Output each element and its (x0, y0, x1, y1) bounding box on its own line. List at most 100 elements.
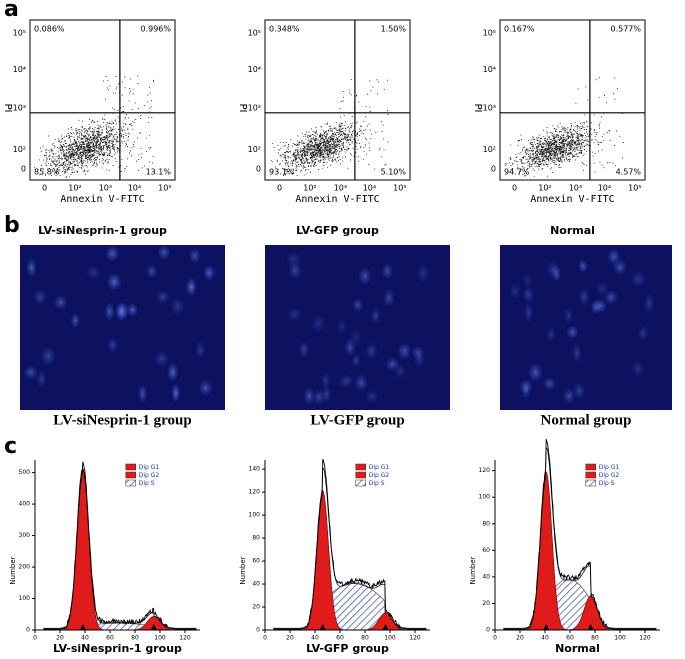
nucleus (358, 267, 372, 285)
nucleus (365, 390, 378, 404)
y-tick-label: 0 (256, 627, 260, 634)
flow-plot: 0.167% 0.577% 94.7% 4.57% 0 10² 10³ 10⁴ 10⁵ 0 10² 1… (472, 19, 646, 237)
quadrant-percent: 13.1% (146, 168, 172, 177)
x-tick-label: 40 (541, 635, 549, 642)
y-tick-label: 10³ (13, 104, 26, 113)
y-tick-label: 10⁵ (483, 28, 496, 37)
nucleus (383, 289, 395, 307)
legend-swatch (125, 463, 136, 471)
nucleus (339, 374, 353, 388)
legend-swatch (125, 471, 136, 479)
x-tick-label: 10² (303, 184, 316, 193)
peak-marker (79, 624, 86, 630)
phase-g1 (35, 467, 200, 631)
cell-events (504, 77, 624, 177)
nucleus (171, 298, 184, 316)
nucleus (344, 338, 356, 357)
y-tick-label: 10⁴ (248, 65, 261, 74)
phase-s (495, 578, 660, 631)
nucleus (157, 244, 170, 260)
panel-label: b (4, 213, 20, 238)
flow-plot: 0.348% 1.50% 93.1% 5.10% 0 10² 10³ 10⁴ 10⁵ 0 10² 10… (237, 19, 411, 237)
y-tick-label: 10³ (483, 104, 496, 113)
nucleus (288, 262, 302, 279)
nucleus (53, 295, 68, 310)
quadrant-percent: 0.086% (34, 25, 65, 34)
nucleus (528, 363, 543, 382)
nucleus (596, 281, 609, 297)
nucleus (593, 299, 607, 313)
nucleus (86, 265, 101, 280)
nucleus (573, 382, 586, 399)
legend-label: Dip G1 (139, 464, 160, 471)
y-tick-label: 100 (19, 595, 31, 602)
nucleus (366, 342, 378, 360)
nucleus (644, 294, 654, 313)
y-tick-label: 60 (252, 558, 260, 565)
peak-marker (319, 624, 326, 630)
axis-label: Annexin V-FITC (530, 194, 614, 205)
nucleus (417, 264, 430, 282)
x-tick-label: 120 (639, 635, 651, 642)
legend-label: Dip G2 (369, 472, 390, 479)
nucleus (631, 272, 645, 287)
plot-title: LV-GFP group (306, 642, 389, 655)
nucleus (563, 388, 575, 404)
nucleus (321, 372, 330, 389)
quadrant-percent: 0.577% (610, 25, 641, 34)
x-tick-label: 40 (311, 635, 319, 642)
plot-title: LV-siNesprin-1 group (38, 224, 167, 237)
quadrant-percent: 85.8% (34, 168, 60, 177)
nucleus (613, 259, 627, 275)
nucleus (572, 344, 582, 362)
legend-swatch (585, 479, 596, 487)
image-caption: LV-GFP group (310, 412, 404, 428)
nucleus (26, 259, 37, 277)
y-tick-label: 0 (256, 164, 261, 173)
x-tick-label: 80 (131, 635, 139, 642)
y-tick-label: 10² (13, 145, 26, 154)
histogram-outline (273, 458, 427, 629)
nucleus (564, 308, 573, 324)
x-tick-label: 10⁵ (628, 184, 641, 193)
nucleus (312, 314, 325, 333)
nucleus (304, 387, 315, 405)
nucleus (107, 273, 122, 290)
nucleus (287, 308, 301, 322)
nucleus (41, 347, 56, 365)
x-tick-label: 10⁴ (598, 184, 611, 193)
x-tick-label: 100 (614, 635, 626, 642)
y-tick-label: 10⁴ (13, 65, 26, 74)
x-tick-label: 10⁵ (393, 184, 406, 193)
x-tick-label: 20 (286, 635, 294, 642)
fit-curve (43, 469, 197, 630)
plot-title: LV-siNesprin-1 group (53, 642, 182, 655)
x-tick-label: 0 (33, 635, 37, 642)
peak-marker (587, 624, 594, 630)
nucleus (138, 385, 147, 403)
x-tick-label: 60 (566, 635, 574, 642)
plot-frame (499, 19, 646, 181)
nucleus (167, 363, 179, 382)
y-tick-label: 10⁵ (248, 28, 261, 37)
peak-marker (543, 624, 550, 630)
y-tick-label: 80 (252, 535, 260, 542)
axis-label: Number (239, 556, 247, 584)
peak-marker (150, 624, 157, 630)
x-tick-label: 0 (493, 635, 497, 642)
nucleus (547, 261, 559, 278)
quadrant-percent: 0.996% (140, 25, 171, 34)
y-tick-label: 10³ (248, 104, 261, 113)
panel-label: c (4, 434, 17, 459)
nucleus (156, 290, 170, 305)
y-tick-label: 10⁴ (483, 65, 496, 74)
y-tick-label: 60 (482, 547, 490, 554)
legend-swatch (125, 479, 136, 487)
quadrant-percent: 4.57% (616, 168, 642, 177)
panel-label: a (4, 0, 19, 22)
legend-swatch (585, 463, 596, 471)
fit-curve (273, 467, 427, 630)
nucleus (522, 273, 532, 288)
x-tick-label: 10⁴ (128, 184, 141, 193)
cell-cycle-plot: 0 20 40 60 80 100 120 0 20 40 60 80 100 120 Number Dip … (469, 438, 660, 655)
